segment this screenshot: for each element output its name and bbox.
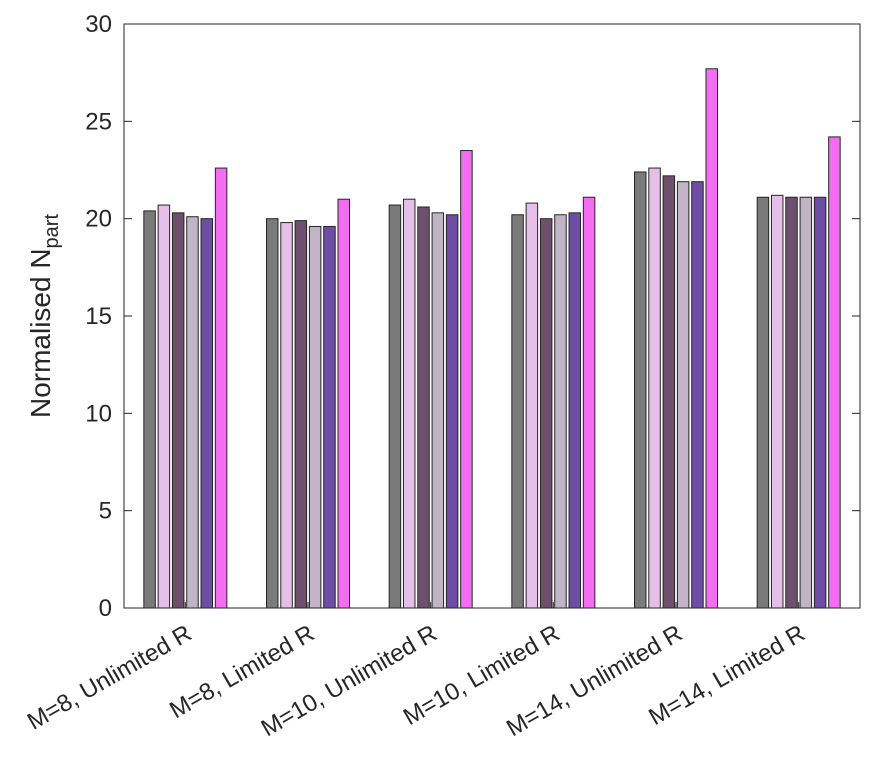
- bar-s5-c2: [323, 225, 336, 609]
- bar-s2-c4: [525, 202, 539, 609]
- y-axis-title-subscript: part: [41, 214, 63, 249]
- bar-s5-c3: [445, 214, 459, 609]
- bar-s5-c1: [200, 218, 214, 609]
- y-tick-label: 20: [85, 206, 112, 233]
- bar-s2-c3: [402, 198, 416, 609]
- bar-s6-c1: [214, 167, 228, 609]
- bar-s4-c1: [186, 216, 199, 609]
- bars-group: [143, 68, 841, 609]
- bar-s4-c6: [799, 196, 813, 609]
- y-tick-label: 25: [85, 108, 112, 135]
- bar-s6-c4: [582, 196, 596, 609]
- bar-s1-c4: [511, 214, 524, 609]
- bar-s3-c2: [294, 220, 308, 609]
- x-category-label: M=8, Unlimited R: [23, 620, 196, 736]
- bar-s1-c2: [266, 218, 279, 609]
- bar-s3-c6: [785, 196, 798, 609]
- plot-area-frame: [123, 23, 861, 609]
- bar-s2-c1: [157, 204, 171, 609]
- bar-s1-c5: [634, 171, 647, 609]
- bar-s5-c4: [568, 212, 582, 609]
- bar-s3-c4: [539, 218, 553, 609]
- bar-s4-c3: [431, 212, 445, 609]
- y-tick-label: 30: [85, 11, 112, 38]
- bar-s2-c5: [648, 167, 661, 609]
- bar-s3-c5: [662, 175, 676, 609]
- y-tick-label: 15: [85, 303, 112, 330]
- bar-s3-c3: [417, 206, 430, 609]
- bar-s6-c5: [705, 68, 718, 609]
- y-tick-label: 5: [99, 498, 112, 525]
- bar-s2-c2: [280, 222, 293, 609]
- y-axis-ticks: 0 5 10 15 20 25 30: [85, 11, 860, 622]
- bar-s5-c6: [813, 196, 827, 609]
- bar-s6-c6: [828, 136, 841, 609]
- bar-s4-c2: [308, 225, 322, 609]
- bar-s5-c5: [691, 181, 704, 609]
- bar-s3-c1: [171, 212, 185, 609]
- y-tick-label: 0: [99, 595, 112, 622]
- bar-s4-c4: [554, 214, 567, 609]
- bar-s2-c6: [770, 194, 784, 609]
- y-axis-title: Normalised Npart: [25, 214, 63, 419]
- y-tick-label: 10: [85, 400, 112, 427]
- bar-s1-c3: [388, 204, 402, 609]
- bar-s6-c3: [460, 150, 473, 609]
- y-axis-title-main: Normalised N: [25, 248, 56, 418]
- bar-s6-c2: [337, 198, 350, 609]
- x-axis-ticks: M=8, Unlimited RM=8, Limited RM=10, Unli…: [23, 602, 810, 742]
- bar-s1-c6: [756, 196, 770, 609]
- bar-s1-c1: [143, 210, 156, 609]
- bar-s4-c5: [676, 181, 690, 609]
